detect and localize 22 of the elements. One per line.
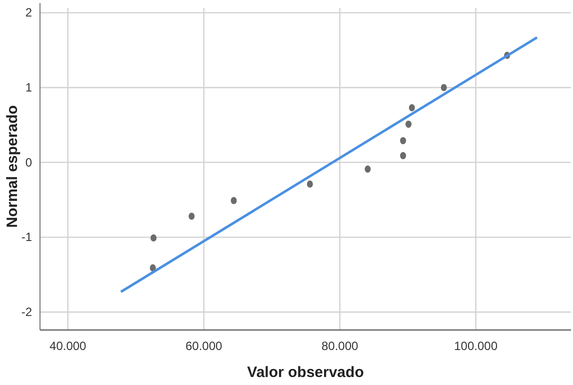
y-tick-label: -1 — [21, 230, 32, 244]
point — [440, 84, 447, 92]
y-axis-title: Normal esperado — [4, 105, 21, 228]
point — [406, 120, 412, 128]
y-tick-label: 2 — [25, 6, 32, 20]
point — [400, 152, 406, 160]
y-tick-label: 0 — [25, 155, 32, 170]
point — [150, 264, 156, 272]
y-tick-label: 1 — [25, 80, 32, 95]
point — [150, 234, 157, 242]
x-tick-label: 100.000 — [454, 339, 498, 353]
point — [230, 196, 237, 204]
point — [306, 180, 313, 188]
point — [408, 104, 415, 112]
y-tick-label: -2 — [21, 305, 32, 320]
point — [400, 137, 406, 144]
x-axis-title: Valor observado — [247, 364, 364, 381]
x-tick-label: 80.000 — [321, 339, 359, 353]
x-tick-label: 60.000 — [186, 339, 223, 353]
point — [364, 166, 371, 173]
point — [188, 212, 195, 220]
x-tick-label: 40.000 — [50, 339, 87, 353]
